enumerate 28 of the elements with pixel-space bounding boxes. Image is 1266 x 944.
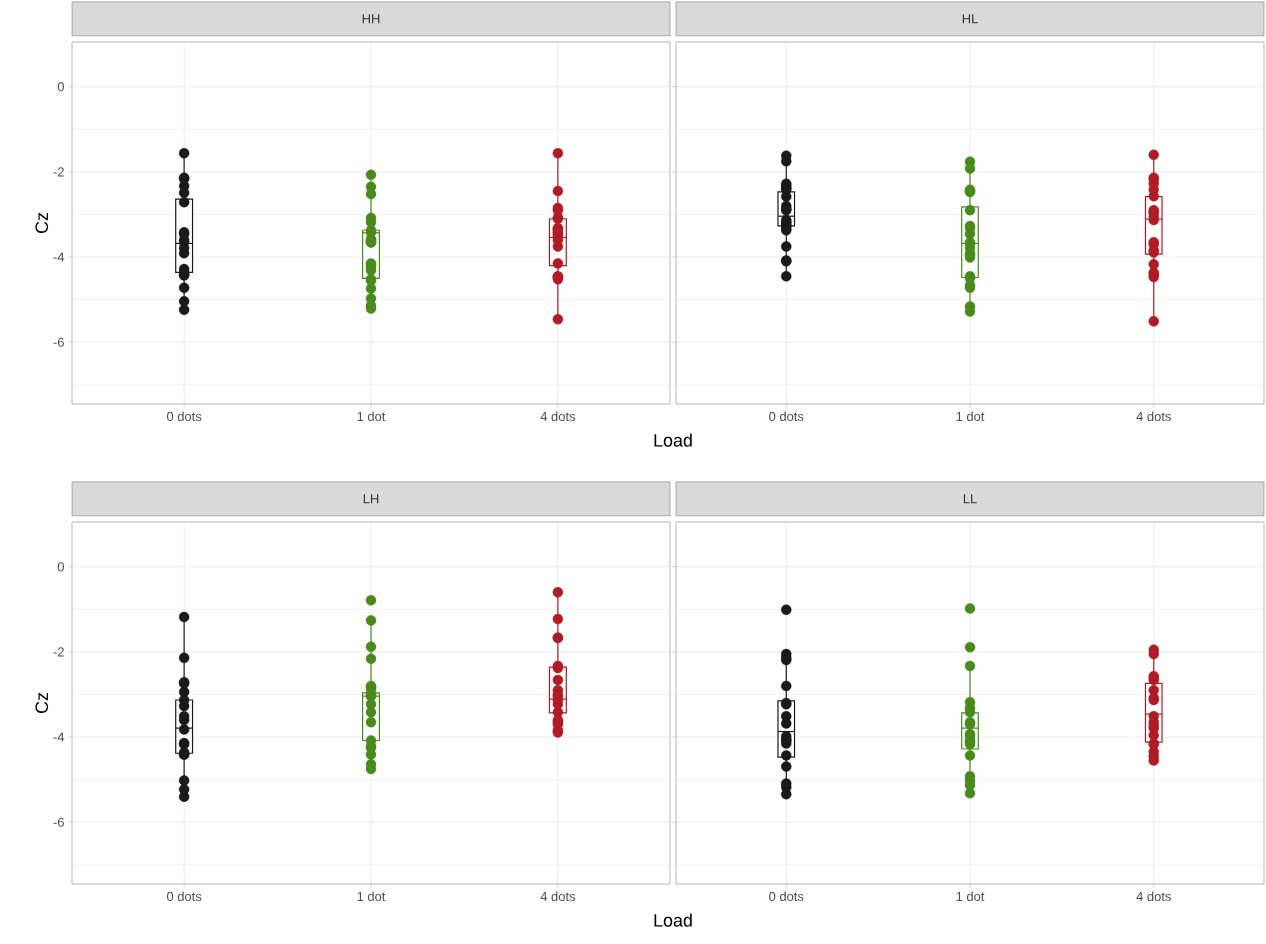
x-tick-label: 4 dots — [1136, 891, 1171, 902]
x-tick-label: 0 dots — [769, 891, 804, 902]
y-tick-label: 0 — [57, 82, 64, 92]
x-tick-label: 1 dot — [357, 411, 386, 422]
y-tick-label: -6 — [53, 337, 64, 347]
x-tick-label: 4 dots — [540, 411, 576, 422]
y-tick-label: -6 — [53, 817, 64, 827]
x-axis-title: Load — [654, 913, 692, 927]
chart-title: HL — [962, 14, 978, 24]
chart-title: HH — [362, 14, 380, 24]
chart-title: LL — [963, 494, 977, 504]
x-tick-label: 0 dots — [166, 411, 202, 422]
x-axis-title: Load — [654, 433, 692, 447]
x-tick-label: 1 dot — [956, 891, 985, 902]
chart-title: LH — [363, 494, 379, 504]
x-tick-label: 4 dots — [1136, 411, 1171, 422]
y-tick-label: -4 — [53, 252, 65, 262]
x-tick-label: 1 dot — [357, 891, 386, 902]
y-tick-label: -2 — [53, 167, 64, 177]
x-tick-label: 1 dot — [956, 411, 985, 422]
y-axis-title: Cz — [35, 212, 49, 234]
x-tick-label: 0 dots — [166, 891, 202, 902]
x-tick-label: 4 dots — [540, 891, 576, 902]
y-tick-label: 0 — [57, 562, 64, 572]
y-tick-label: -2 — [53, 647, 64, 657]
x-tick-label: 0 dots — [769, 411, 804, 422]
y-axis-title: Cz — [35, 692, 49, 714]
y-tick-label: -4 — [53, 732, 65, 742]
